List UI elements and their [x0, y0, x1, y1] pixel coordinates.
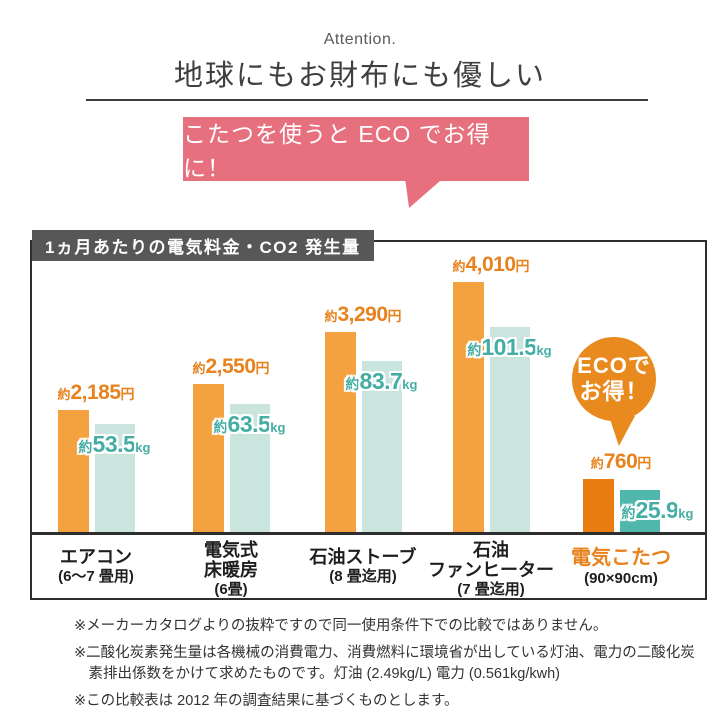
category-label: 電気式 床暖房 (6畳) — [164, 540, 298, 600]
cost-bar — [324, 332, 356, 532]
cost-bar — [57, 410, 89, 532]
page-title: 地球にもお財布にも優しい — [173, 60, 546, 92]
note-item: ※この比較表は 2012 年の調査結果に基づくものとします。 — [74, 693, 459, 710]
cost-value-label: 約2,185円 — [57, 381, 135, 404]
co2-bar — [229, 404, 270, 532]
category-subtext: (6畳) — [214, 581, 248, 599]
title-divider — [86, 99, 648, 101]
notes: ※メーカーカタログよりの抜粋ですので同一使用条件下での比較ではありません。 ※二… — [74, 616, 698, 718]
co2-value-label: 約101.5kg — [467, 334, 552, 360]
co2-value-label: 約53.5kg — [78, 431, 151, 457]
co2-bar — [361, 361, 402, 532]
attention-label: Attention. — [323, 31, 397, 48]
category-subtext: (7 畳迄用) — [457, 581, 525, 599]
note-item: ※二酸化炭素発生量は各機械の消費電力、消費燃料に環境省が出している灯油、電力の二… — [74, 645, 695, 683]
category-label: エアコン (6〜7 畳用) — [29, 540, 163, 587]
eco-badge-text-line1: ECOで — [577, 353, 651, 379]
co2-bar — [94, 424, 135, 532]
category-label: 石油ストーブ (8 畳迄用) — [296, 540, 430, 587]
eco-badge-text-line2: お得！ — [579, 379, 649, 404]
cost-bar — [452, 282, 484, 532]
cost-value-label: 約3,290円 — [324, 303, 402, 326]
co2-value-label: 約63.5kg — [213, 411, 286, 437]
chart-panel: ECOで お得！ 約2,185円約53.5kg 約2,550円約63.5kg 約3,… — [30, 240, 707, 600]
eco-badge-tail-icon — [609, 416, 635, 446]
cost-value-label: 約760円 — [590, 450, 652, 473]
co2-bar — [619, 490, 660, 532]
category-label: 石油 ファンヒーター (7 畳迄用) — [424, 540, 558, 600]
cost-value-label: 約4,010円 — [452, 253, 530, 276]
co2-value-label: 約83.7kg — [345, 368, 418, 394]
chart-title-badge: 1ヵ月あたりの電気料金・CO2 発生量 — [32, 230, 374, 261]
category-label: 電気こたつ (90×90cm) — [554, 540, 688, 589]
plot-area: ECOで お得！ 約2,185円約53.5kg 約2,550円約63.5kg 約3,… — [32, 242, 705, 535]
co2-bar — [489, 327, 530, 532]
eco-badge: ECOで お得！ — [572, 337, 656, 421]
category-subtext: (8 畳迄用) — [329, 568, 397, 586]
category-name: 石油ストーブ — [309, 547, 417, 567]
category-axis: エアコン (6〜7 畳用) 電気式 床暖房 (6畳) 石油ストーブ (8 畳迄用) 石油 ファン… — [32, 537, 705, 598]
speech-bubble-tail-icon — [405, 181, 440, 208]
cost-value-label: 約2,550円 — [192, 355, 270, 378]
cost-bar — [192, 384, 224, 532]
category-subtext: (6〜7 畳用) — [58, 568, 134, 586]
category-name: 電気こたつ — [571, 547, 671, 569]
cost-bar — [582, 479, 614, 532]
category-name: ファンヒーター — [428, 560, 554, 581]
category-name: 電気式 — [204, 540, 258, 560]
co2-value-label: 約25.9kg — [621, 497, 694, 523]
note-item: ※メーカーカタログよりの抜粋ですので同一使用条件下での比較ではありません。 — [74, 618, 608, 634]
category-name: 床暖房 — [204, 560, 258, 581]
category-name: エアコン — [60, 547, 132, 567]
category-name: 石油 — [473, 540, 509, 560]
speech-bubble-text: こたつを使うと ECO でお得に！ — [183, 121, 491, 181]
category-subtext: (90×90cm) — [584, 570, 658, 588]
speech-bubble: こたつを使うと ECO でお得に！ — [183, 117, 529, 181]
